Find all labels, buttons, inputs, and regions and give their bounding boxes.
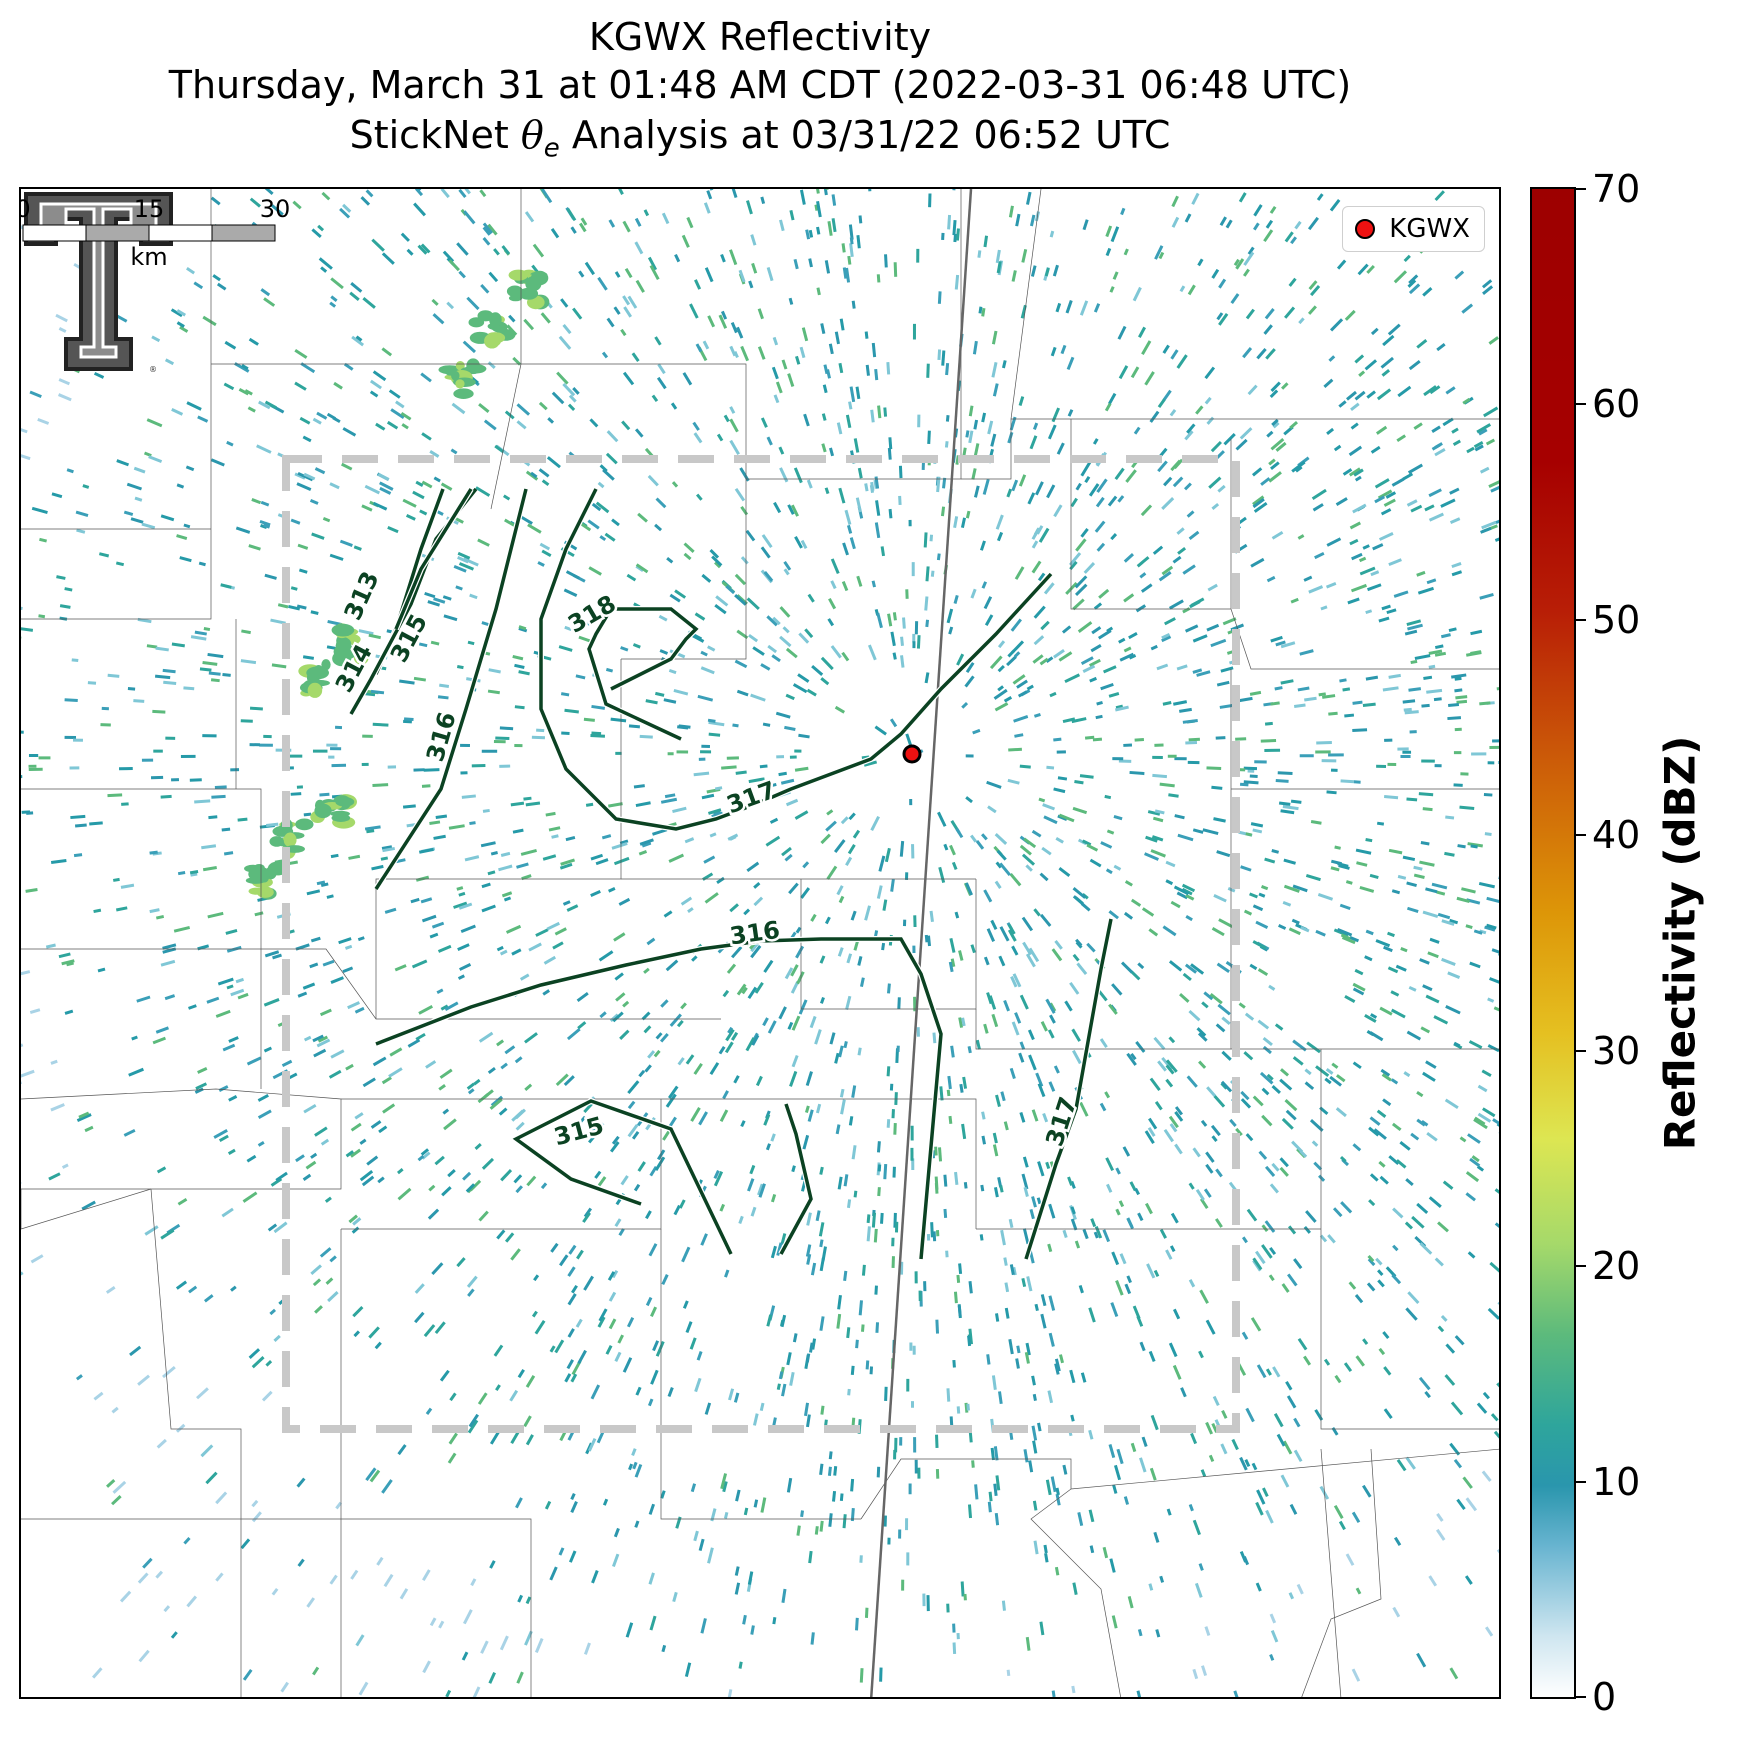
contour-label: 316 <box>728 916 782 951</box>
contour-label: 313 <box>339 567 385 624</box>
colorbar-tick-mark <box>1576 618 1586 621</box>
colorbar <box>1530 187 1576 1699</box>
title-line-1: KGWX Reflectivity <box>588 15 932 59</box>
contour-label: 315 <box>385 610 433 667</box>
colorbar-tick-mark <box>1576 403 1586 406</box>
state-line <box>870 189 973 1697</box>
theta-e-contour-line <box>394 488 473 630</box>
scale-tick-30: 30 <box>260 195 291 223</box>
theta-symbol: θ <box>520 113 544 157</box>
reflectivity-echoes <box>21 189 1499 1697</box>
scale-unit: km <box>130 243 167 269</box>
colorbar-tick-mark <box>1576 1480 1586 1483</box>
theta-e-contour-line <box>539 488 1053 831</box>
theta-subscript: e <box>543 133 560 164</box>
contour-label: 317 <box>1040 1093 1082 1149</box>
colorbar-tick-label: 10 <box>1592 1459 1641 1504</box>
contour-halo <box>1023 918 1114 1260</box>
colorbar-tick-label: 40 <box>1592 813 1641 858</box>
scale-tick-0: 0 <box>21 195 31 223</box>
kgwx-marker-icon <box>1355 219 1376 239</box>
colorbar-tick-mark <box>1576 834 1586 837</box>
legend-label: KGWX <box>1389 214 1470 244</box>
title-line-3: StickNet θe Analysis at 03/31/22 06:52 U… <box>0 112 1520 172</box>
map-legend: KGWX <box>1342 206 1485 252</box>
title-line-3-prefix: StickNet <box>349 113 521 157</box>
colorbar-tick-mark <box>1576 1265 1586 1268</box>
theta-e-contour-line <box>1024 918 1113 1260</box>
theta-e-contour-line <box>375 937 943 1260</box>
colorbar-tick-label: 70 <box>1592 167 1641 211</box>
colorbar-tick-label: 30 <box>1592 1028 1641 1073</box>
scale-tick-15: 15 <box>134 195 165 223</box>
colorbar-tick-label: 60 <box>1592 382 1641 427</box>
colorbar-tick-label: 20 <box>1592 1244 1641 1289</box>
colorbar-tick-label: 0 <box>1592 1675 1617 1719</box>
theta-e-contour-line <box>374 488 528 890</box>
theta-e-contour-line <box>587 607 699 741</box>
analysis-domain-box <box>282 455 1240 1433</box>
county-borders <box>21 189 1499 1697</box>
colorbar-tick-mark <box>1576 188 1586 190</box>
theta-e-contour-line <box>779 1103 813 1255</box>
colorbar-label: Reflectivity (dBZ) <box>1655 735 1705 1151</box>
theta-e-contour-line <box>512 1099 733 1255</box>
colorbar-tick-mark <box>1576 1049 1586 1052</box>
kgwx-radar-marker[interactable] <box>902 744 922 764</box>
scale-bar: 0 15 30 km <box>21 195 291 269</box>
colorbar-tick-mark <box>1576 1696 1586 1698</box>
title-line-3-suffix: Analysis at 03/31/22 06:52 UTC <box>559 113 1171 157</box>
contour-label: 318 <box>563 589 620 638</box>
svg-text:®: ® <box>149 365 157 374</box>
contour-label: 316 <box>421 709 462 765</box>
colorbar-tick-label: 50 <box>1592 597 1641 642</box>
title-line-2: Thursday, March 31 at 01:48 AM CDT (2022… <box>168 63 1352 107</box>
contour-label: 317 <box>723 776 780 819</box>
